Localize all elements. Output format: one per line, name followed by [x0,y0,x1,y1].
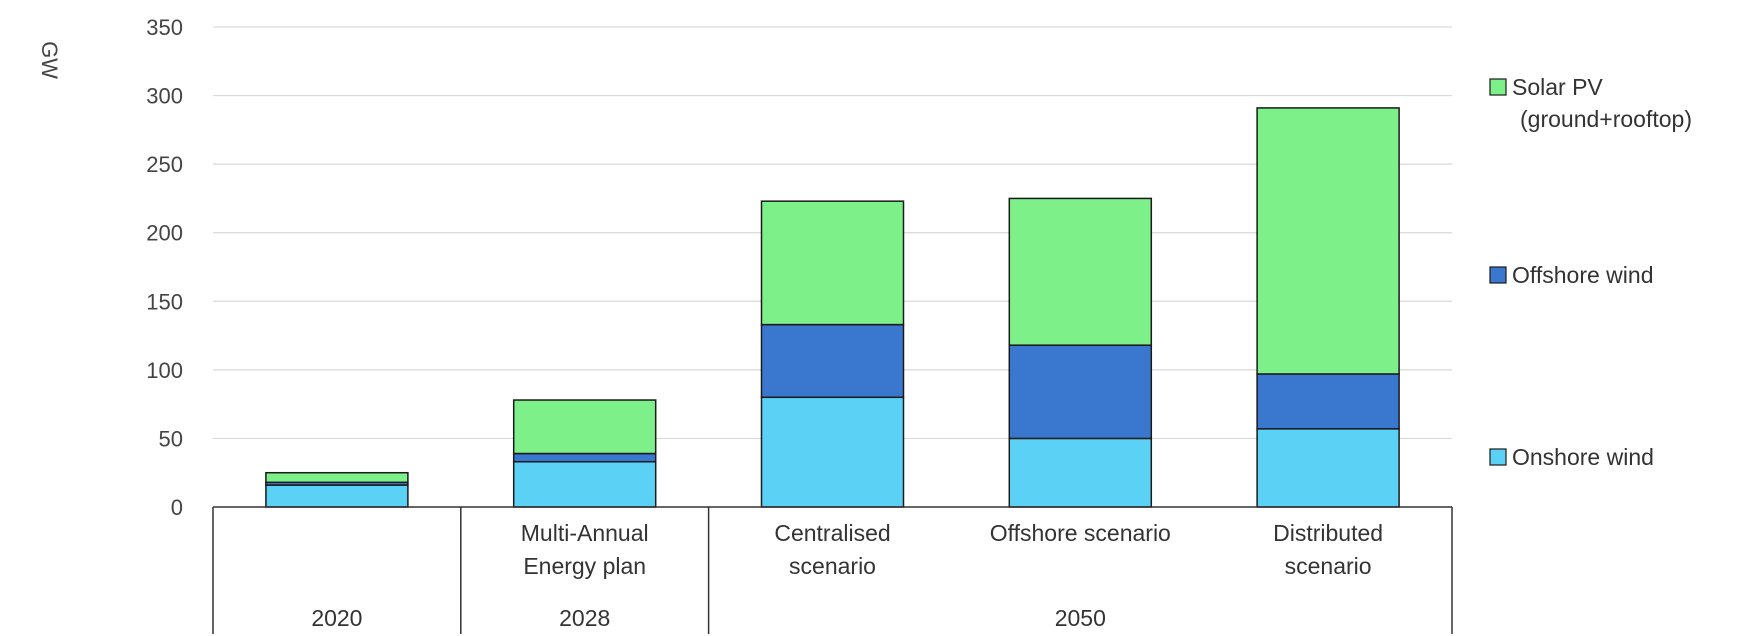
bar-segment [1008,437,1153,508]
legend-swatch [1489,266,1507,284]
x-category-label: Centralised scenario [774,520,890,579]
y-tick-label: 250 [146,152,183,177]
bar-segment [265,471,409,484]
bar-segment [1256,428,1400,508]
y-tick-label: 300 [146,84,183,109]
bar-segment [760,323,905,399]
y-tick-label: 0 [171,495,183,520]
y-tick-label: 50 [159,426,183,451]
legend-swatch [1489,78,1507,96]
legend-label: Offshore wind [1512,262,1653,288]
legend-label: Onshore wind [1512,444,1654,470]
bar-segment [1256,107,1400,375]
bar-segment [1008,197,1153,346]
legend: Solar PV (ground+rooftop) Offshore wind Ons… [1489,74,1692,470]
y-tick-label: 150 [146,289,183,314]
x-category-label: Distributed scenario [1273,520,1383,579]
bar-segment [760,200,905,326]
y-axis: 0 50 100 150 200 250 300 350 [146,15,183,520]
bar-segment [760,396,905,508]
legend-label: Solar PV (ground+rooftop) [1512,74,1692,132]
x-group-label: 2020 [311,605,362,631]
x-group-label: 2050 [1055,605,1106,631]
x-category-label: Offshore scenario [990,520,1171,546]
x-axis-table: Multi-Annual Energy plan Centralised scenar… [212,506,1453,634]
bar-segment [512,460,657,508]
bar-segment [1008,344,1153,440]
bar-segment [512,399,657,455]
bar-segment [1256,373,1400,430]
y-tick-label: 200 [146,221,183,246]
bars [265,107,1400,508]
bar-segment [265,484,409,508]
x-category-label: Multi-Annual Energy plan [521,520,649,579]
bar-segment [512,452,657,463]
y-tick-label: 350 [146,15,183,40]
legend-swatch [1489,448,1507,466]
x-group-label: 2028 [559,605,610,631]
y-axis-label: GW [37,41,62,79]
y-tick-label: 100 [146,358,183,383]
